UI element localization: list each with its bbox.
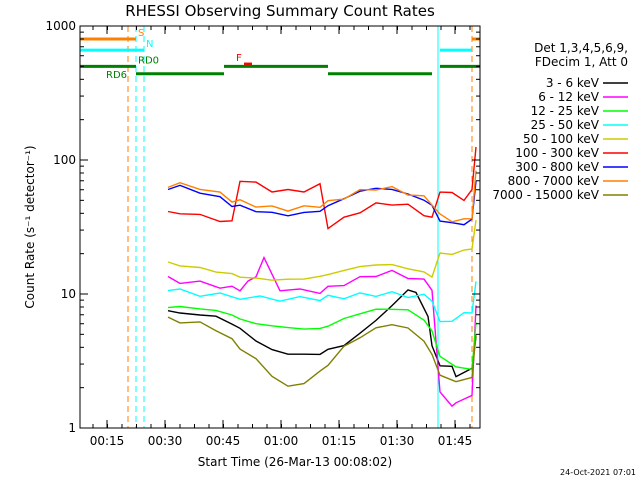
x-axis-label: Start Time (26-Mar-13 00:08:02) — [198, 455, 392, 469]
series-line-3 — [167, 281, 477, 323]
series-line-7 — [167, 170, 477, 223]
x-tick-label-3: 01:00 — [264, 434, 299, 448]
legend-header-2: FDecim 1, Att 0 — [535, 55, 628, 69]
series-line-0 — [167, 289, 477, 378]
legend-label-6: 300 - 800 keV — [515, 160, 599, 174]
status-label-rd0: RD0 — [138, 55, 159, 66]
chart-title: RHESSI Observing Summary Count Rates — [125, 2, 435, 20]
y-tick-label-1: 10 — [61, 287, 76, 301]
legend-header-1: Det 1,3,4,5,6,9, — [534, 41, 628, 55]
y-tick-label-2: 100 — [53, 153, 76, 167]
plot-frame — [79, 25, 481, 429]
status-label-f: F — [236, 53, 242, 64]
x-tick-label-5: 01:30 — [380, 434, 415, 448]
legend-label-3: 25 - 50 keV — [531, 118, 600, 132]
series-line-5 — [167, 146, 477, 230]
y-tick-label-0: 1 — [68, 421, 76, 435]
y-tick-label-3: 1000 — [45, 19, 76, 33]
status-label-rd6: RD6 — [106, 70, 127, 81]
plot-area: SN F RD0 RD6 — [80, 26, 481, 428]
status-label-s: S — [138, 28, 144, 39]
x-tick-label-0: 00:15 — [90, 434, 125, 448]
legend-label-5: 100 - 300 keV — [515, 146, 599, 160]
series-line-8 — [167, 316, 477, 387]
x-tick-label-1: 00:30 — [148, 434, 183, 448]
legend-label-2: 12 - 25 keV — [531, 104, 600, 118]
legend-label-0: 3 - 6 keV — [546, 76, 600, 90]
timestamp: 24-Oct-2021 07:01 — [560, 468, 636, 477]
status-label-n: N — [146, 39, 153, 50]
axes: 1 10 100 1000 00:15 00:30 00:45 01:00 01:15 01:30… — [45, 19, 480, 448]
x-tick-label-6: 01:45 — [438, 434, 473, 448]
legend-label-8: 7000 - 15000 keV — [492, 188, 599, 202]
legend-label-4: 50 - 100 keV — [523, 132, 600, 146]
series-line-4 — [167, 220, 477, 281]
y-axis-label: Count Rate (s⁻¹ detector⁻¹) — [23, 145, 37, 308]
series-line-6 — [167, 181, 477, 226]
series-line-1 — [167, 255, 477, 408]
series-line-2 — [167, 305, 477, 371]
x-tick-label-2: 00:45 — [206, 434, 241, 448]
x-tick-label-4: 01:15 — [322, 434, 357, 448]
legend-label-1: 6 - 12 keV — [538, 90, 600, 104]
legend-label-7: 800 - 7000 keV — [508, 174, 600, 188]
